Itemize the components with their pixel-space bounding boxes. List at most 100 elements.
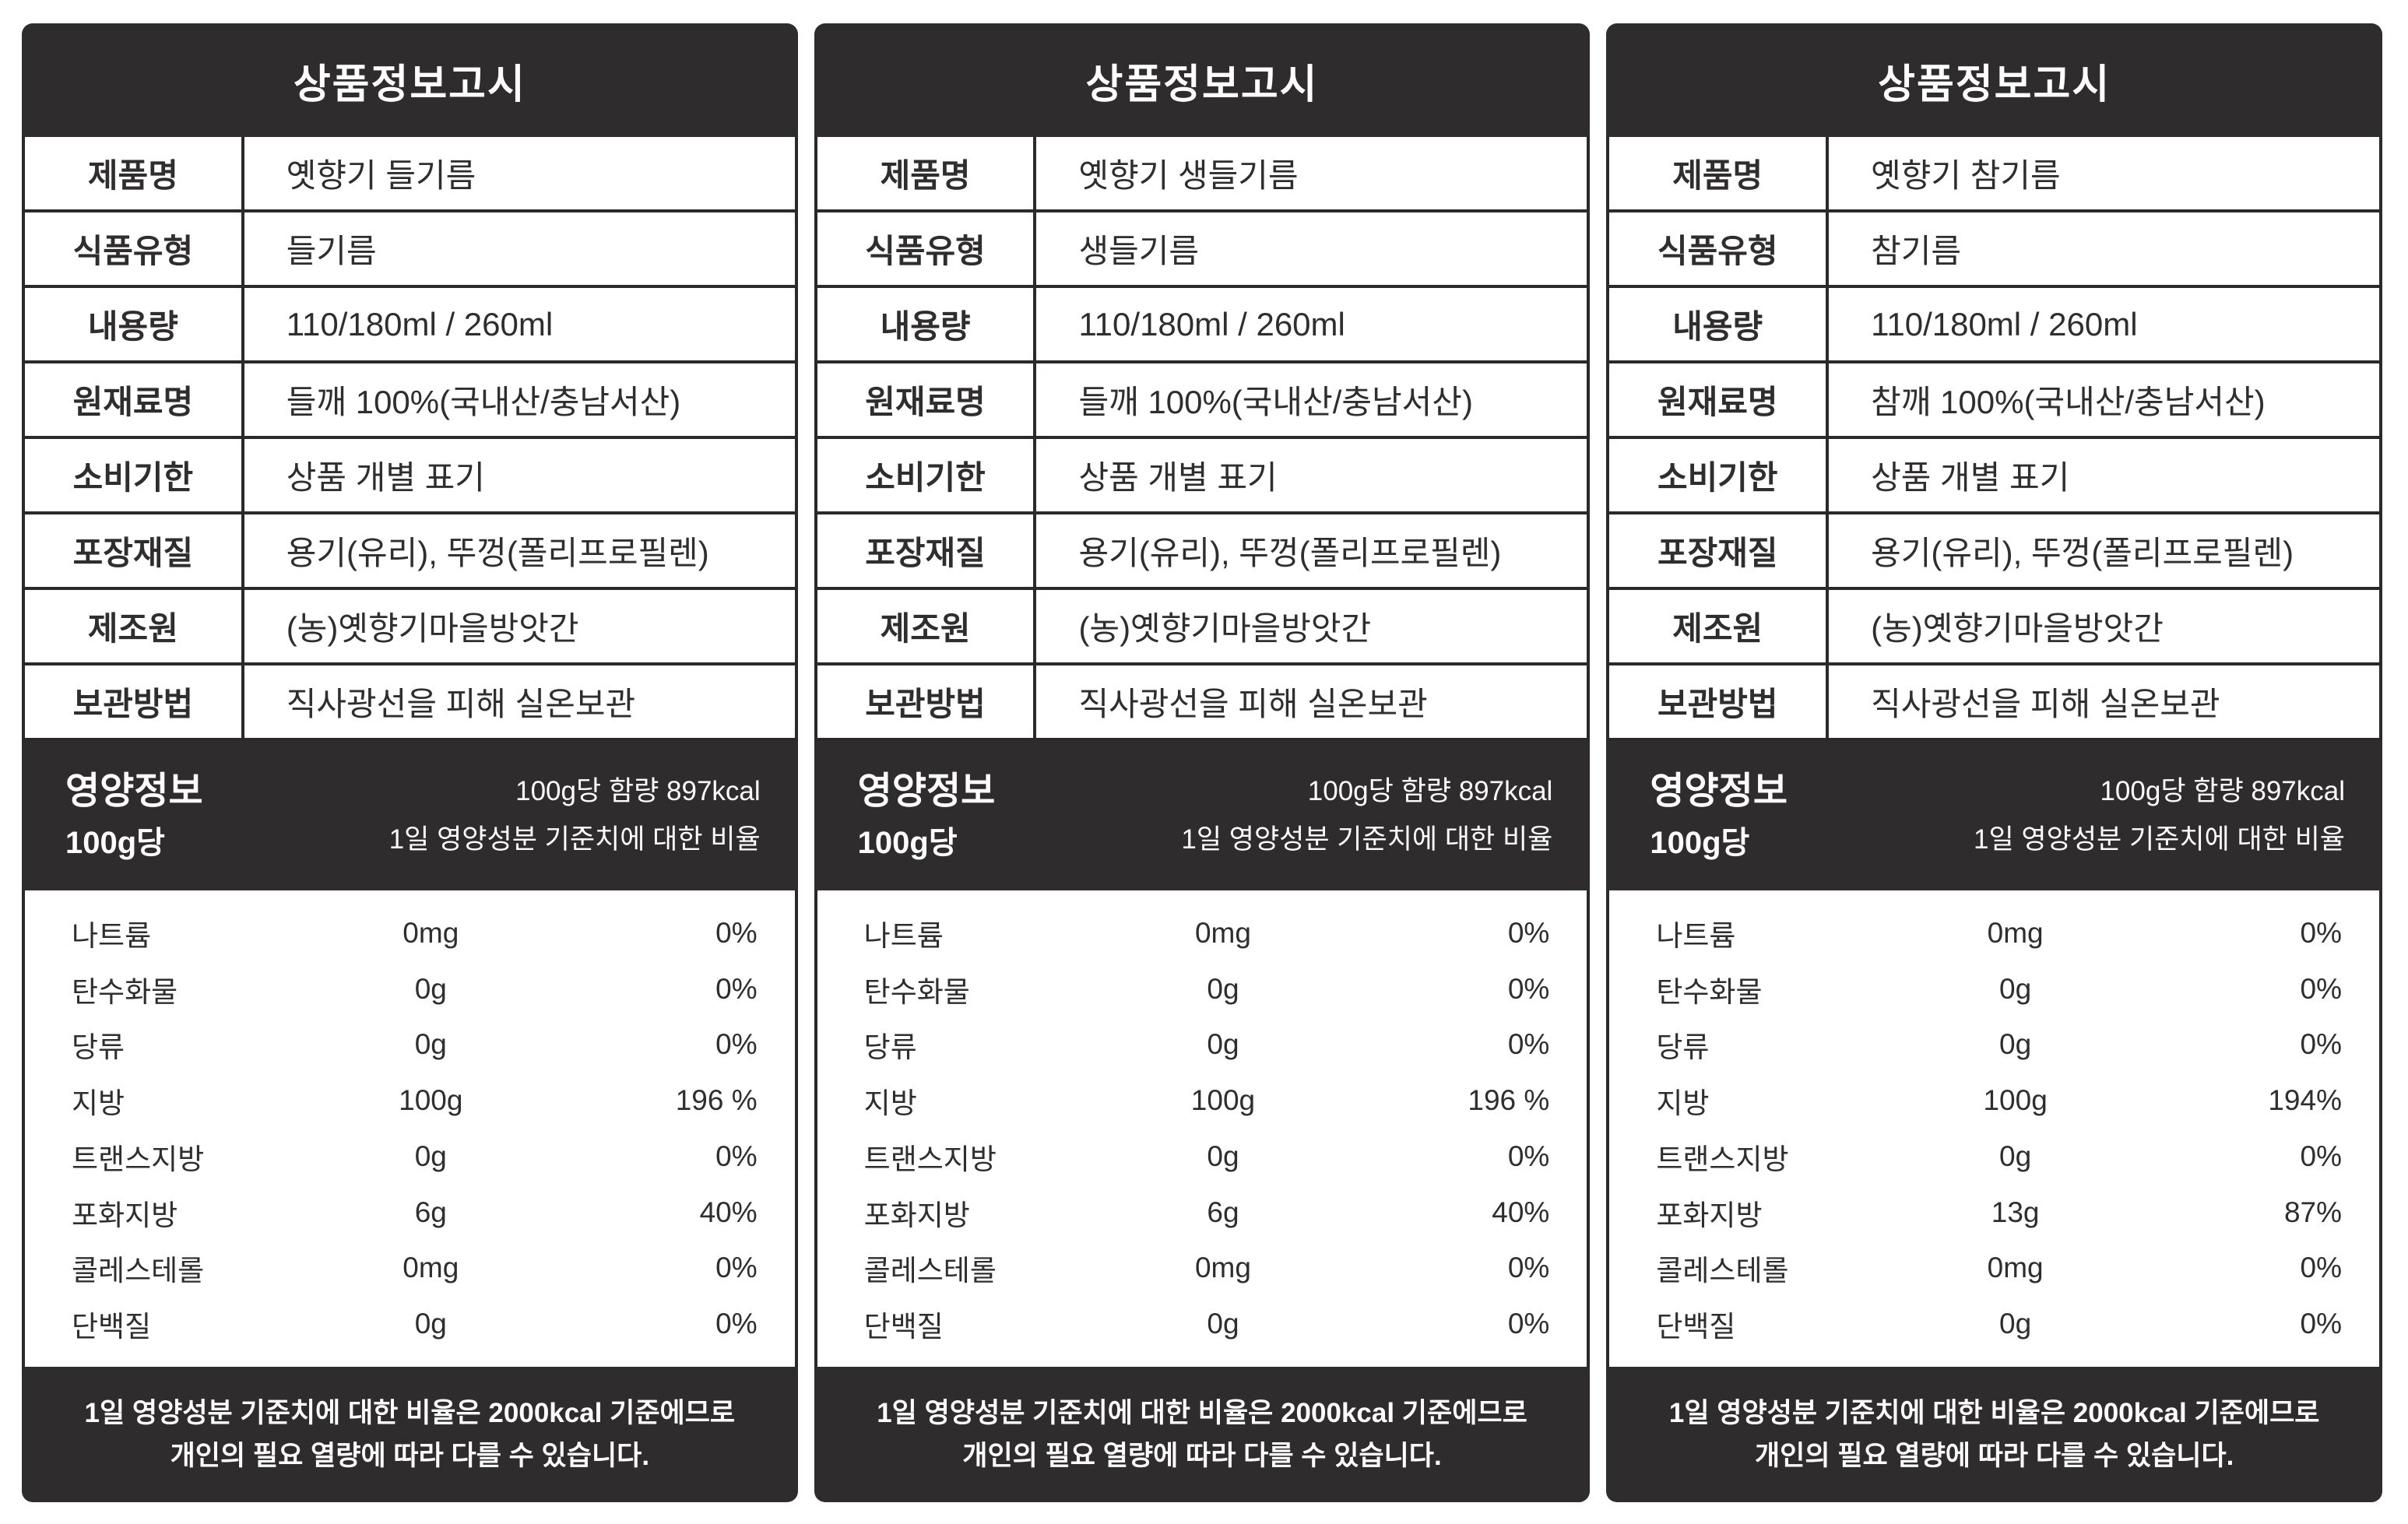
nutrition-header: 영양정보 100g당 100g당 함량 897kcal 1일 영양성분 기준치에… [22,741,798,890]
nutrient-percent: 0% [2300,1139,2342,1172]
nutrient-name: 트랜스지방 [72,1143,205,1175]
nutrient-amount: 0g [1207,1139,1239,1172]
nutrient-name: 탄수화물 [1656,975,1763,1008]
nutrient-percent: 0% [1507,1139,1550,1172]
spec-row: 식품유형 생들기름 [817,209,1587,285]
nutrient-amount: 0mg [403,916,459,949]
spec-label: 제조원 [25,590,244,662]
nutrition-per-label: 100g당 [857,826,958,860]
nutrient-amount: 0g [1999,1308,2032,1340]
spec-row: 포장재질 용기(유리), 뚜껑(폴리프로필렌) [1609,511,2380,587]
spec-value: 직사광선을 피해 실온보관 [1871,686,2220,722]
nutrient-percent: 87% [2283,1196,2342,1228]
spec-label: 식품유형 [817,212,1037,285]
nutrient-percent: 0% [715,1028,758,1061]
nutrient-name: 포화지방 [1656,1199,1763,1231]
nutrient-amount: 6g [414,1196,447,1228]
nutrition-header: 영양정보 100g당 100g당 함량 897kcal 1일 영양성분 기준치에… [1606,741,2383,890]
footer-line-2: 개인의 필요 열량에 따라 다를 수 있습니다. [170,1441,650,1471]
spec-value: 용기(유리), 뚜껑(폴리프로필렌) [1078,535,1502,571]
table-header: 상품정보고시 [22,23,798,137]
spec-value: 참깨 100%(국내산/충남서산) [1871,384,2266,420]
nutrition-list: 나트륨 0mg 0% 탄수화물 0g 0% 당류 0g 0% 지방 100g 1… [22,890,798,1367]
nutrient-amount: 100g [399,1084,463,1117]
nutrition-header-right: 100g당 함량 897kcal 1일 영양성분 기준치에 대한 비율 [1181,776,1552,856]
nutrient-name: 나트륨 [72,919,152,952]
nutrition-row: 포화지방 13g 87% [1609,1192,2379,1234]
product-info-table: 상품정보고시 제품명 옛향기 들기름 식품유형 들기름 내용량 110/180m… [22,23,798,1502]
nutrient-percent: 0% [2300,916,2342,949]
nutrition-row: 포화지방 6g 40% [25,1192,795,1234]
nutrient-amount: 0g [1207,1028,1239,1061]
spec-row: 원재료명 참깨 100%(국내산/충남서산) [1609,360,2380,436]
spec-row: 보관방법 직사광선을 피해 실온보관 [817,662,1587,738]
tables-row: 상품정보고시 제품명 옛향기 들기름 식품유형 들기름 내용량 110/180m… [22,23,2383,1502]
spec-rows: 제품명 옛향기 들기름 식품유형 들기름 내용량 110/180ml / 260… [22,137,798,741]
table-title: 상품정보고시 [1878,61,2111,107]
spec-label: 보관방법 [817,665,1037,738]
spec-row: 포장재질 용기(유리), 뚜껑(폴리프로필렌) [25,511,795,587]
spec-label: 보관방법 [25,665,244,738]
nutrient-percent: 0% [1507,1308,1550,1340]
footer-note: 1일 영양성분 기준치에 대한 비율은 2000kcal 기준에므로 개인의 필… [814,1367,1591,1502]
nutrient-percent: 0% [2300,1308,2342,1340]
nutrient-amount: 100g [1983,1084,2048,1117]
table-title: 상품정보고시 [293,61,526,107]
nutrition-ratio-note: 1일 영양성분 기준치에 대한 비율 [1974,824,2346,855]
spec-value: 용기(유리), 뚜껑(폴리프로필렌) [286,535,709,571]
spec-rows: 제품명 옛향기 생들기름 식품유형 생들기름 내용량 110/180ml / 2… [814,137,1591,741]
nutrition-row: 당류 0g 0% [1609,1024,2379,1066]
nutrient-name: 포화지방 [863,1199,970,1231]
nutrition-header-left: 영양정보 100g당 [858,773,996,859]
table-header: 상품정보고시 [814,23,1591,137]
nutrition-list: 나트륨 0mg 0% 탄수화물 0g 0% 당류 0g 0% 지방 100g 1… [1606,890,2383,1367]
nutrient-name: 나트륨 [863,919,944,952]
product-info-table: 상품정보고시 제품명 옛향기 참기름 식품유형 참기름 내용량 110/180m… [1606,23,2383,1502]
spec-value: 옛향기 참기름 [1871,157,2061,194]
spec-label: 식품유형 [1609,212,1830,285]
spec-label: 내용량 [25,288,244,360]
nutrition-row: 나트륨 0mg 0% [817,912,1587,954]
nutrient-amount: 0g [1999,1139,2032,1172]
footer-note: 1일 영양성분 기준치에 대한 비율은 2000kcal 기준에므로 개인의 필… [1606,1367,2383,1502]
spec-value: 110/180ml / 260ml [286,305,554,342]
spec-row: 내용량 110/180ml / 260ml [817,285,1587,360]
nutrition-row: 지방 100g 194% [1609,1080,2379,1122]
nutrient-name: 지방 [863,1087,917,1120]
nutrient-amount: 0g [1999,972,2032,1005]
spec-value: 상품 개별 표기 [286,459,485,496]
spec-label: 식품유형 [25,212,244,285]
spec-label: 제품명 [817,137,1037,209]
spec-label: 제조원 [1609,590,1830,662]
footer-note: 1일 영양성분 기준치에 대한 비율은 2000kcal 기준에므로 개인의 필… [22,1367,798,1502]
spec-row: 식품유형 참기름 [1609,209,2380,285]
nutrition-header-right: 100g당 함량 897kcal 1일 영양성분 기준치에 대한 비율 [1974,776,2345,856]
spec-value: 생들기름 [1078,233,1199,269]
spec-row: 내용량 110/180ml / 260ml [1609,285,2380,360]
nutrition-list: 나트륨 0mg 0% 탄수화물 0g 0% 당류 0g 0% 지방 100g 1… [814,890,1591,1367]
spec-row: 제품명 옛향기 생들기름 [817,137,1587,209]
nutrient-name: 탄수화물 [863,975,970,1008]
spec-value: 상품 개별 표기 [1871,459,2070,496]
nutrition-ratio-note: 1일 영양성분 기준치에 대한 비율 [388,824,761,855]
nutrient-percent: 0% [715,1308,758,1340]
footer-line-1: 1일 영양성분 기준치에 대한 비율은 2000kcal 기준에므로 [877,1397,1527,1428]
nutrition-row: 당류 0g 0% [25,1024,795,1066]
nutrient-name: 트랜스지방 [1656,1143,1789,1175]
spec-row: 소비기한 상품 개별 표기 [817,436,1587,511]
nutrient-percent: 0% [715,972,758,1005]
nutrient-amount: 0mg [403,1252,459,1284]
spec-row: 제품명 옛향기 들기름 [25,137,795,209]
footer-line-2: 개인의 필요 열량에 따라 다를 수 있습니다. [1754,1441,2234,1471]
nutrition-header-right: 100g당 함량 897kcal 1일 영양성분 기준치에 대한 비율 [389,776,761,856]
nutrient-name: 지방 [1656,1087,1710,1120]
spec-row: 원재료명 들깨 100%(국내산/충남서산) [25,360,795,436]
spec-row: 내용량 110/180ml / 260ml [25,285,795,360]
nutrient-amount: 0mg [1987,916,2044,949]
spec-row: 보관방법 직사광선을 피해 실온보관 [25,662,795,738]
spec-row: 제조원 (농)옛향기마을방앗간 [817,587,1587,662]
spec-row: 제품명 옛향기 참기름 [1609,137,2379,209]
nutrient-percent: 0% [715,1252,758,1284]
nutrient-amount: 100g [1190,1084,1256,1117]
